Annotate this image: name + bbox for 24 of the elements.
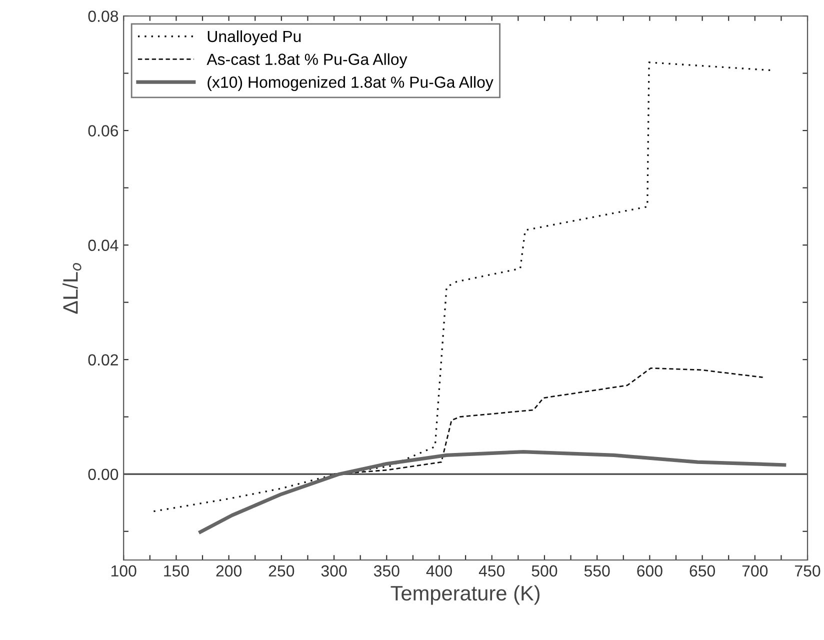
y-tick-label: 0.02 [88,354,118,366]
x-tick-label: 350 [374,565,400,577]
y-tick-label: 0.00 [88,468,118,480]
y-tick-label: 0.08 [88,10,118,22]
x-tick-label: 650 [690,565,716,577]
x-tick-label: 550 [584,565,610,577]
y-tick-label: 0.06 [88,125,118,136]
x-tick-label: 200 [216,565,242,577]
x-tick-label: 700 [742,565,768,577]
x-tick-label: 450 [478,565,505,577]
x-tick-label: 300 [321,565,347,577]
legend-label: Unalloyed Pu [208,30,301,46]
x-tick-label: 250 [268,565,294,577]
legend-label: As-cast 1.8at % Pu-Ga Alloy [206,53,408,68]
y-axis-title: ΔL/L$_{o}$ [62,263,82,314]
legend-label: (x10) Homogenized 1.8at % Pu-Ga Alloy [208,76,494,92]
x-tick-label: 500 [532,565,558,577]
y-tick-label: 0.04 [88,240,118,251]
x-tick-label: 400 [426,565,452,577]
x-tick-label: 100 [111,565,136,577]
x-tick-label: 750 [795,565,820,577]
x-tick-label: 150 [164,565,189,577]
x-axis-title: Temperature (K) [390,585,540,605]
x-tick-label: 600 [637,565,662,577]
